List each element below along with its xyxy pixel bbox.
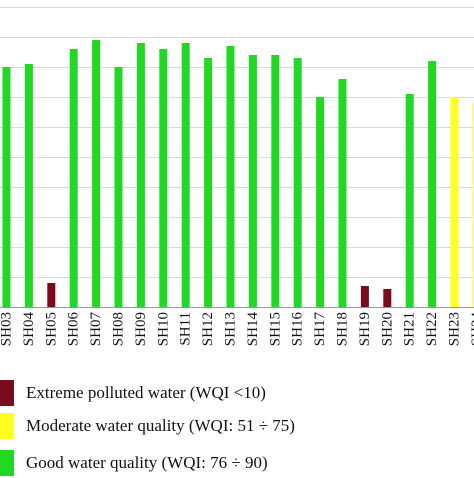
bar-sh03	[3, 67, 11, 307]
bar-sh11	[182, 43, 190, 307]
x-tick-label-sh08: SH08	[111, 312, 127, 346]
legend-label-moderate: Moderate water quality (WQI: 51 ÷ 75)	[26, 416, 295, 436]
bar-sh22	[428, 61, 436, 307]
x-tick-label-sh15: SH15	[267, 312, 283, 346]
legend-swatch-extreme	[0, 380, 14, 406]
bar-sh15	[271, 55, 279, 307]
x-tick-label-sh13: SH13	[223, 312, 239, 346]
x-tick-label-sh19: SH19	[357, 312, 373, 346]
bar-sh05	[47, 283, 55, 307]
bar-sh19	[361, 286, 369, 307]
x-tick-label-sh09: SH09	[133, 312, 149, 346]
x-tick-label-sh05: SH05	[43, 312, 59, 346]
legend-swatch-moderate	[0, 413, 14, 439]
bar-sh21	[406, 94, 414, 307]
x-tick-label-sh20: SH20	[379, 312, 395, 346]
legend-swatch-good	[0, 450, 14, 476]
x-tick-label-sh12: SH12	[200, 312, 216, 346]
x-tick-label-sh06: SH06	[66, 312, 82, 347]
wqi-bar-chart: SH03 SH04 SH05 SH06 SH07 SH08 SH09 SH10 SH11 SH12…	[0, 0, 474, 370]
x-tick-label-sh23: SH23	[447, 312, 463, 346]
bar-sh20	[383, 289, 391, 307]
x-tick-labels: SH03 SH04 SH05 SH06 SH07 SH08 SH09 SH10 SH11 SH12…	[0, 312, 474, 347]
legend-label-good: Good water quality (WQI: 76 ÷ 90)	[26, 453, 268, 473]
x-tick-label-sh21: SH21	[402, 312, 418, 346]
x-tick-label-sh04: SH04	[21, 312, 37, 347]
x-tick-label-sh14: SH14	[245, 312, 261, 347]
x-tick-label-sh17: SH17	[312, 312, 328, 347]
bars	[3, 40, 474, 307]
x-tick-label-sh11: SH11	[178, 312, 194, 346]
bar-sh14	[249, 55, 257, 307]
x-tick-label-sh18: SH18	[335, 312, 351, 346]
bar-sh04	[25, 64, 33, 307]
legend-label-extreme: Extreme polluted water (WQI <10)	[26, 383, 266, 403]
legend-item-moderate: Moderate water quality (WQI: 51 ÷ 75)	[0, 411, 295, 441]
x-tick-label-sh22: SH22	[424, 312, 440, 346]
bar-sh12	[204, 58, 212, 307]
bar-sh17	[316, 97, 324, 307]
bar-sh06	[70, 49, 78, 307]
bar-sh13	[227, 46, 235, 307]
bar-sh18	[339, 79, 347, 307]
x-tick-label-sh24: SH24	[469, 312, 474, 347]
bar-sh16	[294, 58, 302, 307]
bar-sh23	[451, 97, 459, 307]
bar-sh07	[92, 40, 100, 307]
legend-item-extreme: Extreme polluted water (WQI <10)	[0, 378, 266, 408]
bar-sh08	[115, 67, 123, 307]
x-tick-label-sh03: SH03	[0, 312, 15, 346]
x-tick-label-sh16: SH16	[290, 312, 306, 347]
bar-sh10	[159, 49, 167, 307]
x-tick-label-sh07: SH07	[88, 312, 104, 347]
bar-sh09	[137, 43, 145, 307]
x-tick-label-sh10: SH10	[155, 312, 171, 346]
